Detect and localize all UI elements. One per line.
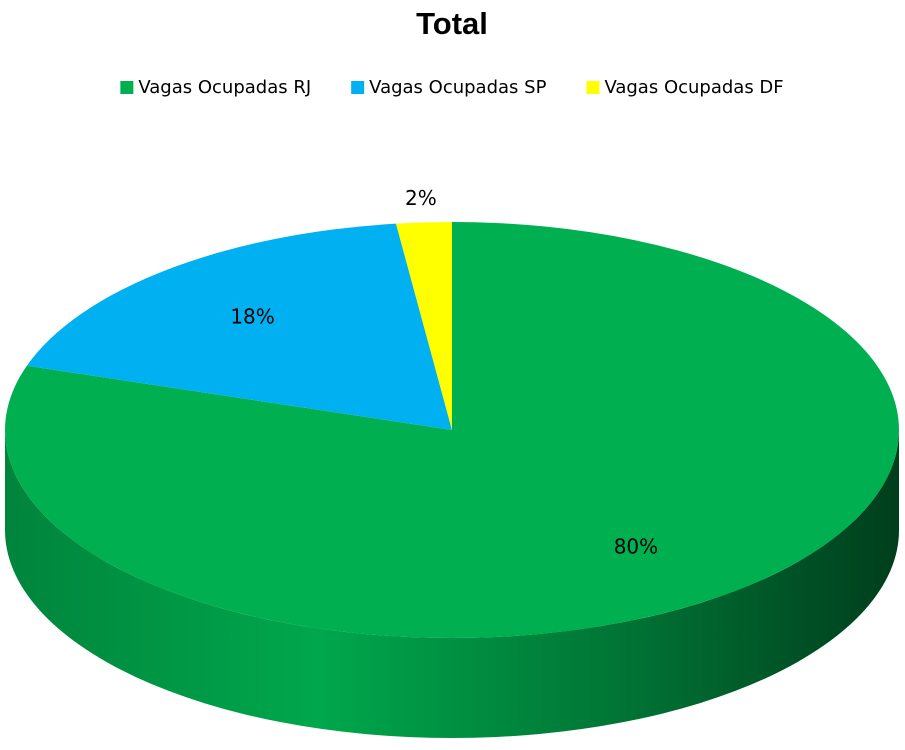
data-label: 2% [405,186,437,210]
legend-swatch [120,81,134,94]
legend-swatch [351,81,365,94]
slice [5,222,900,638]
legend-label: Vagas Ocupadas DF [604,77,783,98]
slice [395,222,452,430]
legend-label: Vagas Ocupadas RJ [138,77,311,98]
data-label: 80% [614,534,658,558]
slice [26,223,452,430]
data-label: 18% [230,304,274,328]
chart-title: Total [416,6,488,41]
legend-label: Vagas Ocupadas SP [369,77,546,98]
legend-swatch [586,81,600,94]
slice-side-shade [5,430,899,738]
